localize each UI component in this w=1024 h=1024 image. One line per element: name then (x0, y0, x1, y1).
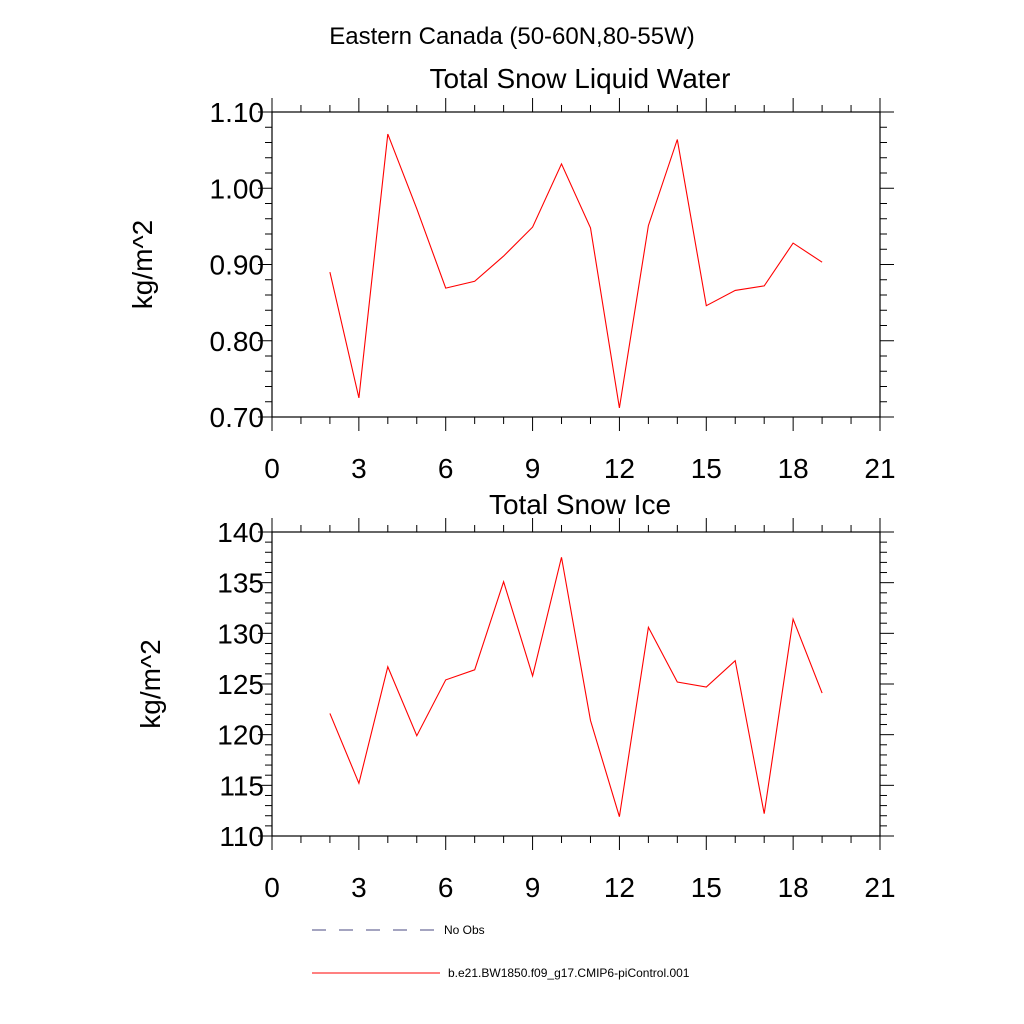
plot-frame (271, 111, 881, 418)
y-tick-label: 130 (217, 618, 264, 649)
x-tick-label: 6 (438, 872, 454, 903)
panel-title: Total Snow Liquid Water (430, 63, 731, 94)
y-axis-label: kg/m^2 (135, 639, 166, 728)
y-tick-label: 120 (217, 720, 264, 751)
plot-frame (271, 531, 881, 837)
y-tick-label: 1.10 (210, 97, 265, 128)
y-tick-label: 140 (217, 517, 264, 548)
y-tick-label: 0.90 (210, 250, 265, 281)
y-tick-label: 110 (219, 821, 264, 852)
x-tick-label: 0 (264, 453, 280, 484)
y-tick-label: 0.70 (210, 402, 265, 433)
series-line (329, 133, 823, 408)
y-axis-label: kg/m^2 (127, 220, 158, 309)
y-tick-label: 1.00 (210, 173, 265, 204)
x-tick-label: 9 (525, 872, 541, 903)
y-tick-label: 135 (217, 568, 264, 599)
x-tick-label: 15 (691, 453, 722, 484)
x-tick-label: 18 (778, 453, 809, 484)
legend-label-1: b.e21.BW1850.f09_g17.CMIP6-piControl.001 (448, 966, 690, 980)
y-tick-label: 125 (217, 669, 264, 700)
y-tick-label: 0.80 (210, 326, 265, 357)
x-tick-label: 21 (864, 872, 895, 903)
x-tick-label: 3 (351, 453, 367, 484)
x-tick-label: 9 (525, 453, 541, 484)
x-tick-label: 18 (778, 872, 809, 903)
figure-title: Eastern Canada (50-60N,80-55W) (329, 23, 695, 50)
legend-label-0: No Obs (444, 923, 485, 937)
x-tick-label: 21 (864, 453, 895, 484)
series-line (329, 557, 823, 817)
x-tick-label: 0 (264, 872, 280, 903)
x-tick-label: 12 (604, 872, 635, 903)
y-tick-label: 115 (219, 770, 264, 801)
x-tick-label: 15 (691, 872, 722, 903)
x-tick-label: 6 (438, 453, 454, 484)
x-tick-label: 3 (351, 872, 367, 903)
panel-title: Total Snow Ice (489, 489, 671, 520)
x-tick-label: 12 (604, 453, 635, 484)
